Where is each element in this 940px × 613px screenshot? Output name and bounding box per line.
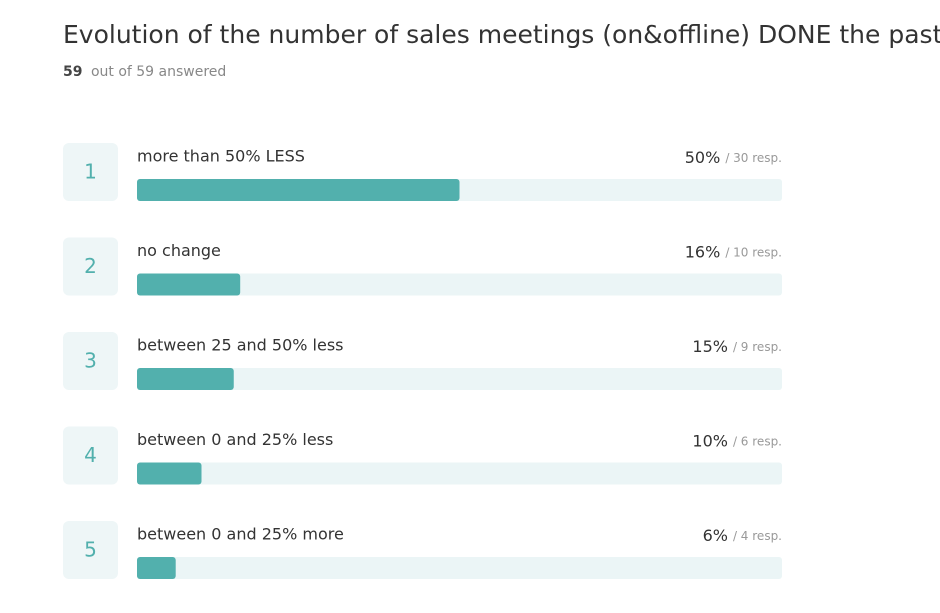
bar-track bbox=[137, 462, 782, 485]
response-label: / 4 resp. bbox=[733, 529, 782, 543]
bar bbox=[137, 368, 234, 390]
bar-track bbox=[137, 273, 782, 296]
rank-box bbox=[63, 426, 118, 485]
option-label: between 0 and 25% less bbox=[137, 430, 333, 449]
value-text: 50% / 30 resp. bbox=[685, 148, 782, 167]
title: Evolution of the number of sales meeting… bbox=[63, 20, 940, 49]
bar-track bbox=[137, 557, 782, 579]
option-label: between 25 and 50% less bbox=[137, 336, 344, 355]
rank: 1 bbox=[84, 160, 97, 184]
value-text: 6% / 4 resp. bbox=[703, 526, 782, 545]
bar bbox=[137, 273, 241, 296]
answered-text: out of 59 answered bbox=[91, 64, 226, 80]
percent-label: 6% bbox=[703, 526, 728, 545]
response-label: / 9 resp. bbox=[733, 340, 782, 354]
answered-count: 59 bbox=[63, 64, 82, 80]
rank-box bbox=[63, 143, 118, 201]
rank: 5 bbox=[84, 538, 97, 562]
percent-label: 16% bbox=[685, 242, 721, 261]
bar bbox=[137, 462, 202, 485]
value-text: 15% / 9 resp. bbox=[692, 337, 782, 356]
value-text: 10% / 6 resp. bbox=[692, 431, 782, 450]
rank-box bbox=[63, 332, 118, 390]
rank: 2 bbox=[84, 254, 97, 278]
bar-track bbox=[137, 368, 782, 390]
response-label: / 10 resp. bbox=[725, 245, 782, 259]
subtitle: 59 out of 59 answered bbox=[63, 64, 226, 80]
option-label: between 0 and 25% more bbox=[137, 525, 344, 544]
rank-box bbox=[63, 521, 118, 579]
response-label: / 6 resp. bbox=[733, 434, 782, 448]
percent-label: 15% bbox=[692, 337, 728, 356]
rank-box bbox=[63, 237, 118, 296]
percent-label: 50% bbox=[685, 148, 721, 167]
option-label: no change bbox=[137, 241, 221, 260]
response-label: / 30 resp. bbox=[725, 151, 782, 165]
percent-label: 10% bbox=[692, 431, 728, 450]
bar bbox=[137, 557, 176, 579]
option-label: more than 50% LESS bbox=[137, 147, 305, 166]
rank: 4 bbox=[84, 443, 97, 467]
bar bbox=[137, 179, 460, 201]
value-text: 16% / 10 resp. bbox=[685, 242, 782, 261]
rank: 3 bbox=[84, 349, 97, 373]
